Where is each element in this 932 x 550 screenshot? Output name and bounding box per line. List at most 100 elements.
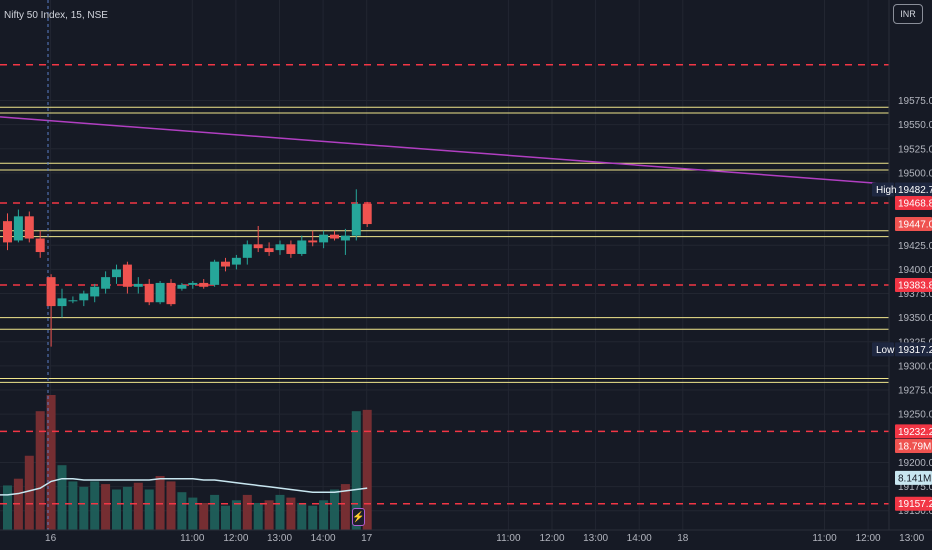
volume-bar	[362, 409, 372, 530]
price-highlight-label: 18.79M	[898, 442, 931, 453]
price-highlight-label: 19447.00	[898, 220, 932, 231]
volume-bar	[68, 481, 78, 530]
price-tick-label: 19525.00	[898, 144, 932, 155]
candle-body	[188, 282, 198, 285]
candle-body	[144, 283, 154, 303]
candle-body	[3, 221, 12, 243]
candle-body	[122, 264, 132, 287]
time-tick-label: 14:00	[627, 533, 652, 544]
price-highlight-box	[895, 470, 932, 485]
volume-bar	[35, 411, 45, 530]
time-tick-label: 11:00	[812, 533, 837, 544]
price-highlight-box	[895, 424, 932, 439]
currency-button[interactable]: INR	[893, 4, 923, 24]
candle-body	[101, 277, 111, 289]
candle-body	[35, 238, 45, 253]
volume-bar	[166, 481, 176, 530]
price-highlight-box	[895, 496, 932, 511]
price-tick-label: 19250.00	[898, 410, 932, 421]
volume-bar	[308, 505, 318, 530]
price-tick-label: 19500.00	[898, 168, 932, 179]
trend-line	[0, 116, 894, 186]
candle-body	[221, 261, 230, 267]
candle-body	[351, 203, 361, 236]
volume-bar	[221, 505, 230, 530]
volume-bar	[351, 411, 361, 530]
price-highlight-label: 19383.80	[898, 281, 932, 292]
volume-bar	[57, 465, 67, 530]
volume-bar	[133, 482, 143, 530]
candle-body	[24, 216, 34, 239]
volume-bar	[144, 489, 154, 530]
volume-bar	[340, 484, 350, 530]
volume-bar	[231, 500, 241, 530]
volume-bar	[297, 503, 307, 530]
candle-body	[68, 300, 78, 302]
time-axis-panel	[0, 530, 932, 550]
flash-icon[interactable]: ⚡	[352, 508, 365, 526]
price-highlight-box	[895, 439, 932, 454]
price-tick-label: 19425.00	[898, 241, 932, 252]
candle-body	[275, 244, 285, 251]
candle-body	[231, 257, 241, 265]
price-tick-label: 19200.00	[898, 458, 932, 469]
candle-body	[57, 298, 67, 307]
volume-ma-line	[0, 477, 368, 496]
price-highlight-label: 8.141M	[898, 473, 931, 484]
price-highlight-label: 19232.25	[898, 427, 932, 438]
candle-body	[286, 244, 296, 254]
price-tick-label: 19400.00	[898, 265, 932, 276]
time-tick-label: 11:00	[496, 533, 521, 544]
price-highlight-box	[895, 182, 932, 197]
time-tick-label: 14:00	[311, 533, 336, 544]
candle-body	[297, 240, 307, 254]
candle-body	[210, 261, 220, 285]
volume-bar	[101, 484, 111, 530]
highlight-tag-label: High	[876, 185, 897, 196]
price-highlight-label: 19468.80	[898, 199, 932, 210]
price-tick-label: 19275.00	[898, 386, 932, 397]
price-highlight-box	[895, 217, 932, 232]
highlight-tag-box	[872, 342, 894, 357]
volume-bar	[242, 494, 252, 530]
candle-body	[340, 235, 350, 241]
volume-bar	[319, 500, 329, 530]
price-highlight-label: 19482.75	[898, 185, 932, 196]
time-tick-label: 11:00	[180, 533, 205, 544]
volume-bar	[264, 500, 274, 530]
candle-body	[319, 234, 329, 243]
candle-body	[253, 244, 263, 249]
volume-bar	[253, 503, 263, 530]
time-tick-label: 13:00	[583, 533, 608, 544]
volume-bar	[79, 486, 89, 530]
candle-body	[112, 269, 121, 278]
time-tick-label: 12:00	[223, 533, 248, 544]
price-tick-label: 19550.00	[898, 120, 932, 131]
candle-body	[13, 216, 23, 241]
candle-body	[308, 240, 318, 243]
price-highlight-box	[895, 342, 932, 357]
candle-body	[133, 283, 143, 287]
volume-bar	[90, 481, 100, 530]
volume-bar	[177, 492, 187, 530]
time-tick-label: 18	[677, 533, 689, 544]
candle-body	[155, 282, 165, 303]
volume-bar	[210, 494, 220, 530]
price-tick-label: 19150.00	[898, 506, 932, 517]
highlight-tag-label: Low	[876, 345, 895, 356]
candle-body	[199, 282, 209, 287]
candle-body	[330, 234, 339, 239]
volume-bar	[330, 489, 339, 530]
price-highlight-label: 19317.20	[898, 345, 932, 356]
price-highlight-label: 19157.20	[898, 499, 932, 510]
price-tick-label: 19350.00	[898, 313, 932, 324]
candle-body	[362, 203, 372, 225]
volume-bar	[122, 486, 132, 530]
volume-bar	[24, 455, 34, 530]
price-tick-label: 19175.00	[898, 482, 932, 493]
volume-bar	[3, 485, 12, 530]
chart-title: Nifty 50 Index, 15, NSE	[4, 10, 108, 21]
time-tick-label: 16	[45, 533, 57, 544]
